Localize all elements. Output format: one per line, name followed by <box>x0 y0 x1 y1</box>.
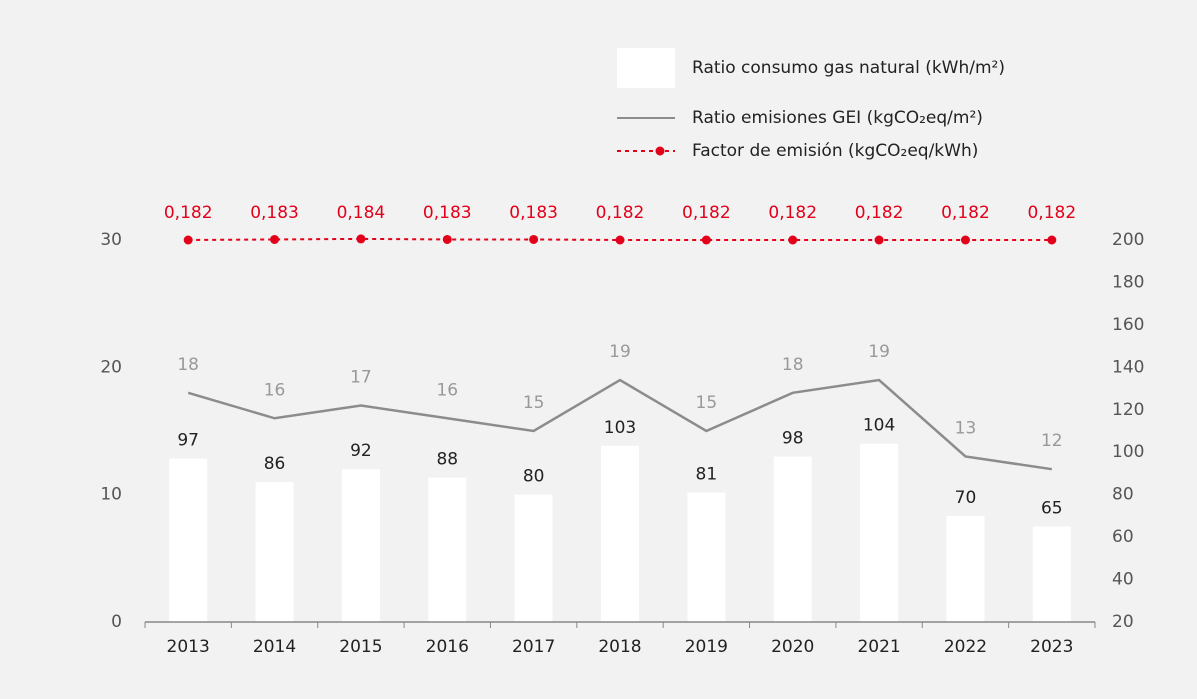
bar-value-label: 103 <box>604 418 636 438</box>
factor-value-label: 0,183 <box>250 203 299 223</box>
legend-label: Ratio consumo gas natural (kWh/m²) <box>692 58 1005 78</box>
bar <box>946 515 985 622</box>
bar-value-label: 70 <box>955 488 977 508</box>
x-tick-label: 2017 <box>512 637 555 657</box>
line-value-label: 19 <box>868 342 890 362</box>
y2-tick-label: 180 <box>1112 272 1144 292</box>
x-tick-label: 2022 <box>944 637 987 657</box>
line-value-label: 18 <box>782 355 804 375</box>
marker <box>701 235 711 245</box>
bar <box>773 456 812 622</box>
legend-label: Factor de emisión (kgCO₂eq/kWh) <box>692 141 978 161</box>
bar <box>341 469 380 622</box>
y2-tick-label: 60 <box>1112 527 1134 547</box>
line <box>187 378 1053 471</box>
line-value-label: 15 <box>523 393 545 413</box>
x-tick-label: 2021 <box>857 637 900 657</box>
legend-swatch <box>655 146 665 156</box>
bar <box>601 445 639 622</box>
factor-value-label: 0,182 <box>768 203 817 223</box>
marker <box>960 235 970 245</box>
y2-tick-label: 120 <box>1112 400 1144 420</box>
y2-tick-label: 160 <box>1112 315 1144 335</box>
x-tick-label: 2015 <box>339 637 382 657</box>
factor-value-label: 0,184 <box>337 203 386 223</box>
bar <box>687 492 726 622</box>
y2-tick-label: 40 <box>1112 570 1134 590</box>
y2-tick-label: 80 <box>1112 485 1134 505</box>
line-value-label: 13 <box>955 418 977 438</box>
marker <box>183 235 193 245</box>
factor-value-label: 0,182 <box>596 203 645 223</box>
line-value-label: 18 <box>177 355 199 375</box>
factor-value-label: 0,182 <box>855 203 904 223</box>
line-value-label: 16 <box>436 380 458 400</box>
x-tick-label: 2016 <box>426 637 469 657</box>
bar-value-label: 81 <box>696 465 718 485</box>
bar-value-label: 65 <box>1041 499 1063 519</box>
bar <box>255 481 294 622</box>
x-tick-label: 2023 <box>1030 637 1073 657</box>
line-value-label: 12 <box>1041 431 1063 451</box>
bar-value-label: 86 <box>264 454 286 474</box>
x-tick-label: 2018 <box>598 637 641 657</box>
y-tick-label: 30 <box>100 230 122 250</box>
legend-label: Ratio emisiones GEI (kgCO₂eq/m²) <box>692 108 983 128</box>
bar-value-label: 88 <box>436 450 458 470</box>
marker <box>529 234 539 244</box>
marker <box>874 235 884 245</box>
marker <box>615 235 625 245</box>
bar <box>514 494 553 622</box>
y2-tick-label: 140 <box>1112 357 1144 377</box>
y-tick-label: 10 <box>100 485 122 505</box>
y2-tick-label: 20 <box>1112 612 1134 632</box>
bar-value-label: 98 <box>782 428 804 448</box>
bar <box>169 458 208 622</box>
marker <box>442 234 452 244</box>
bar-value-label: 92 <box>350 441 372 461</box>
marker <box>270 234 280 244</box>
y-tick-label: 20 <box>100 357 122 377</box>
factor-value-label: 0,183 <box>423 203 472 223</box>
marker <box>788 235 798 245</box>
line-value-label: 17 <box>350 368 372 388</box>
bar <box>860 443 899 622</box>
marker <box>356 234 366 244</box>
bar-value-label: 80 <box>523 467 545 487</box>
factor-value-label: 0,182 <box>164 203 213 223</box>
line-value-label: 16 <box>264 380 286 400</box>
x-tick-label: 2020 <box>771 637 814 657</box>
factor-value-label: 0,182 <box>1027 203 1076 223</box>
marker <box>1047 235 1057 245</box>
factor-value-label: 0,183 <box>509 203 558 223</box>
bar <box>428 477 467 622</box>
bar <box>1032 526 1071 622</box>
factor-value-label: 0,182 <box>682 203 731 223</box>
line-value-label: 15 <box>696 393 718 413</box>
y2-tick-label: 100 <box>1112 442 1144 462</box>
y-tick-label: 0 <box>111 612 122 632</box>
legend-swatch <box>617 48 675 88</box>
x-tick-label: 2013 <box>167 637 210 657</box>
bar-value-label: 97 <box>177 431 199 451</box>
line-value-label: 19 <box>609 342 631 362</box>
factor-value-label: 0,182 <box>941 203 990 223</box>
bar-value-label: 104 <box>863 416 895 436</box>
y2-tick-label: 200 <box>1112 230 1144 250</box>
x-tick-label: 2014 <box>253 637 296 657</box>
x-tick-label: 2019 <box>685 637 728 657</box>
